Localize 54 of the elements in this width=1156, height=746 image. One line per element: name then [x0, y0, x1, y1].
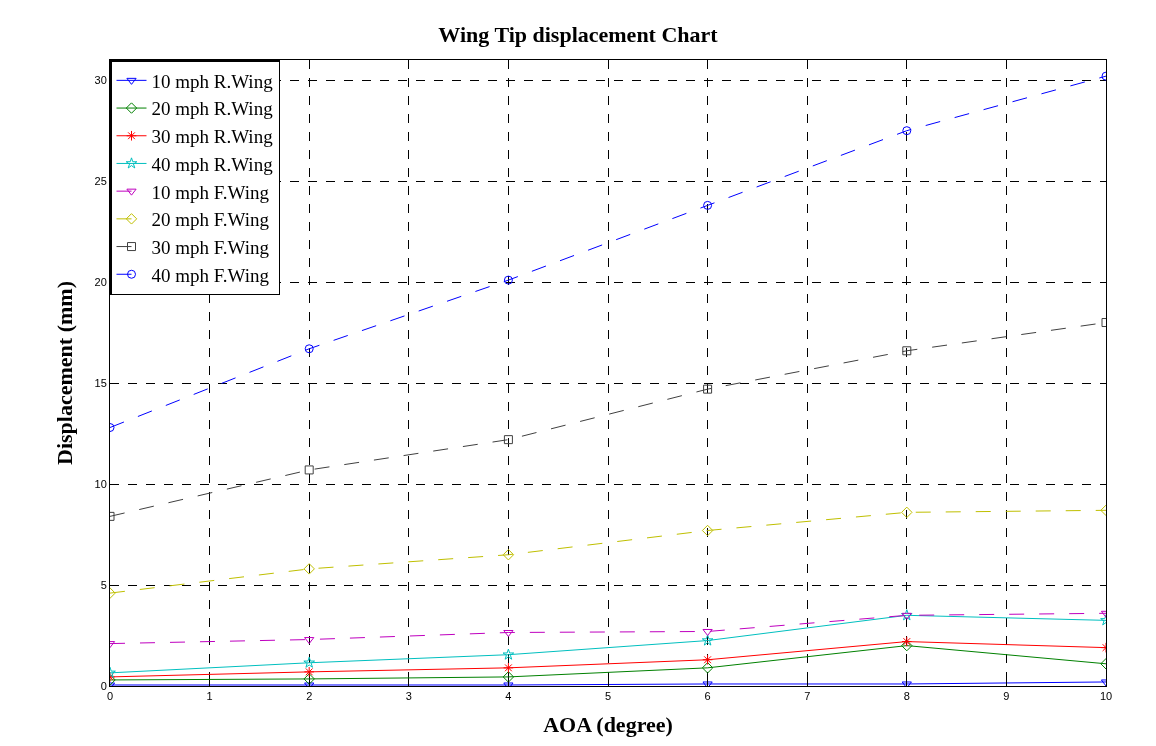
point	[703, 200, 713, 210]
point	[701, 634, 714, 646]
x-tick-label: 7	[804, 690, 811, 703]
x-tick-label: 9	[1003, 690, 1010, 703]
x-tick-label: 8	[903, 690, 910, 703]
point	[502, 549, 515, 561]
point	[701, 662, 714, 674]
x-tick-label: 10	[1099, 690, 1113, 703]
point	[304, 344, 314, 354]
legend-label: 30 mph F.Wing	[151, 236, 270, 258]
point	[303, 563, 315, 575]
point	[702, 628, 713, 636]
point	[503, 275, 513, 285]
point	[901, 506, 913, 519]
point	[503, 629, 514, 637]
point	[902, 126, 912, 136]
y-tick-label: 0	[100, 679, 107, 692]
x-tick-label: 2	[306, 690, 313, 703]
y-tick-label: 30	[94, 74, 107, 87]
point	[901, 636, 913, 647]
point	[703, 384, 713, 394]
y-axis-title: Displacement (mm)	[52, 281, 78, 465]
point	[303, 666, 315, 678]
point	[503, 662, 514, 674]
y-tick-label: 5	[100, 578, 107, 591]
point	[702, 654, 713, 666]
legend-label: 20 mph R.Wing	[151, 98, 274, 120]
y-tick-label: 15	[94, 376, 107, 389]
point	[701, 524, 714, 537]
point	[502, 671, 515, 683]
y-tick-label: 20	[94, 275, 107, 288]
point	[303, 656, 316, 668]
point	[901, 639, 913, 652]
legend-label: 20 mph F.Wing	[151, 209, 270, 231]
legend-label: 10 mph F.Wing	[151, 181, 270, 203]
y-tick-label: 25	[94, 175, 107, 188]
legend-label: 10 mph R.Wing	[151, 70, 274, 92]
point	[902, 346, 912, 356]
point	[503, 435, 513, 445]
point	[303, 673, 315, 685]
x-axis-title: AOA (degree)	[543, 712, 673, 738]
legend-label: 30 mph R.Wing	[151, 126, 274, 148]
point	[304, 637, 315, 645]
y-tick-label: 10	[94, 477, 107, 490]
x-tick-label: 1	[206, 690, 213, 703]
chart-title: Wing Tip displacement Chart	[438, 21, 719, 47]
x-tick-label: 4	[505, 690, 512, 703]
legend-label: 40 mph R.Wing	[151, 153, 274, 175]
x-tick-label: 6	[704, 690, 711, 703]
point	[304, 465, 314, 475]
x-tick-label: 5	[604, 690, 612, 703]
point	[502, 648, 515, 660]
x-tick-label: 3	[405, 690, 412, 703]
legend-label: 40 mph F.Wing	[151, 264, 270, 286]
